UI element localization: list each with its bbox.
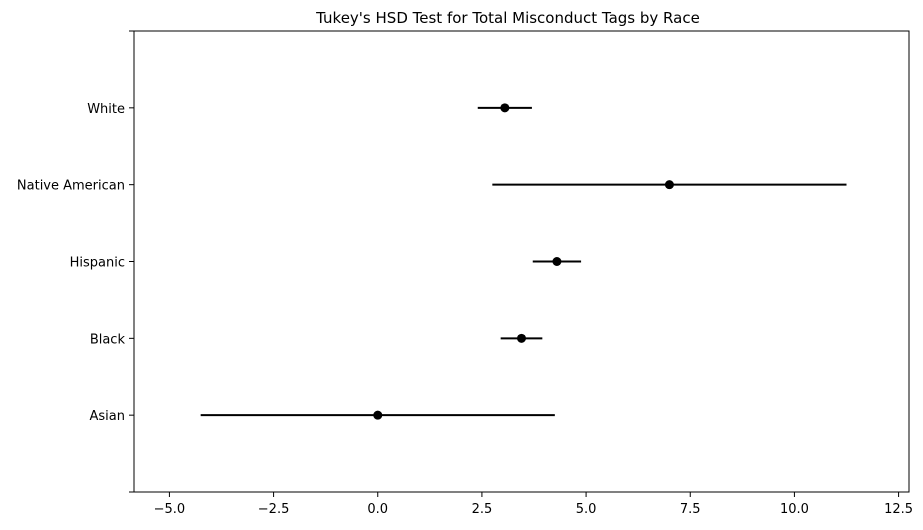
x-tick-label: 2.5 xyxy=(472,502,493,517)
plot-layer: −5.0 −2.5 0.0 2.5 5.0 7.5 10.0 12.5 Asian Black Hi… xyxy=(17,30,913,517)
x-tick-label: 10.0 xyxy=(780,502,809,517)
mean-point xyxy=(517,333,526,343)
mean-point xyxy=(373,410,383,420)
x-tick-label: −5.0 xyxy=(154,502,186,517)
y-tick-label: Hispanic xyxy=(70,256,125,271)
mean-point xyxy=(552,257,562,266)
y-tick-label: Black xyxy=(90,332,126,347)
y-tick-label: Native American xyxy=(17,179,125,194)
mean-point xyxy=(500,103,510,113)
x-tick-label: −2.5 xyxy=(258,502,290,517)
x-tick-label: 5.0 xyxy=(576,502,597,517)
y-tick-label: Asian xyxy=(90,409,125,424)
x-tick-label: 0.0 xyxy=(367,502,388,517)
chart-title: Tukey's HSD Test for Total Misconduct Ta… xyxy=(315,9,700,27)
y-tick-label: White xyxy=(87,102,125,117)
x-tick-label: 12.5 xyxy=(884,502,913,517)
x-tick-label: 7.5 xyxy=(680,502,701,517)
mean-point xyxy=(664,180,674,190)
plot-frame xyxy=(133,30,910,493)
